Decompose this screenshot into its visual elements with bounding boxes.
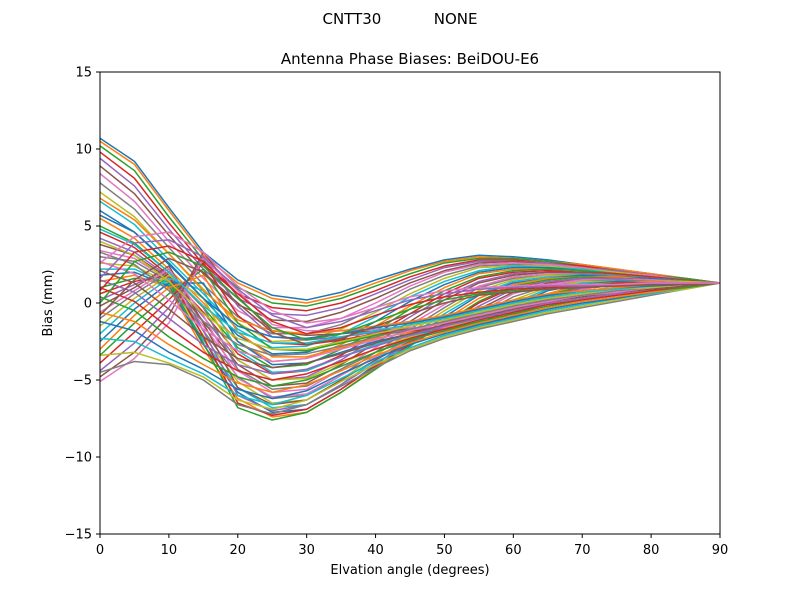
series-line-41 xyxy=(99,282,721,400)
series-line-52 xyxy=(99,197,720,335)
series-line-9 xyxy=(99,191,721,343)
y-tick-label: 0 xyxy=(84,297,92,312)
x-tick-label: 20 xyxy=(230,543,247,558)
series-line-48 xyxy=(99,251,721,357)
x-tick-label: 90 xyxy=(712,543,729,558)
x-tick-label: 50 xyxy=(436,543,453,558)
y-tick-label: 5 xyxy=(84,220,92,235)
x-tick-label: 10 xyxy=(161,543,178,558)
x-tick-label: 30 xyxy=(298,543,315,558)
series-line-39 xyxy=(99,282,721,411)
x-tick-label: 40 xyxy=(367,543,384,558)
y-tick-label: −10 xyxy=(65,451,92,466)
series-line-45 xyxy=(99,279,721,375)
x-tick-label: 60 xyxy=(505,543,522,558)
x-axis-label: Elvation angle (degrees) xyxy=(330,563,489,578)
series-layer xyxy=(99,137,721,421)
x-tick-label: 70 xyxy=(574,543,591,558)
y-tick-label: −15 xyxy=(65,528,92,543)
y-tick-label: 10 xyxy=(75,143,92,158)
y-tick-label: 15 xyxy=(75,66,92,81)
series-line-57 xyxy=(99,231,720,324)
series-line-50 xyxy=(99,228,721,344)
series-line-47 xyxy=(99,260,721,363)
x-axis: 0 10 20 30 40 50 60 70 80 90 xyxy=(96,534,728,558)
y-axis: −15 −10 −5 0 5 10 15 xyxy=(65,66,100,543)
figure-suptitle: CNTT30 NONE xyxy=(322,10,477,28)
series-line-2 xyxy=(99,140,721,304)
series-line-38 xyxy=(99,282,721,415)
y-tick-label: −5 xyxy=(73,374,92,389)
series-line-56 xyxy=(99,257,721,346)
series-line-44 xyxy=(99,282,721,381)
x-tick-label: 0 xyxy=(96,543,104,558)
y-axis-label: Bias (mm) xyxy=(41,270,56,337)
chart-title: Antenna Phase Biases: BeiDOU-E6 xyxy=(281,50,539,68)
series-line-42 xyxy=(99,282,721,394)
x-tick-label: 80 xyxy=(643,543,660,558)
